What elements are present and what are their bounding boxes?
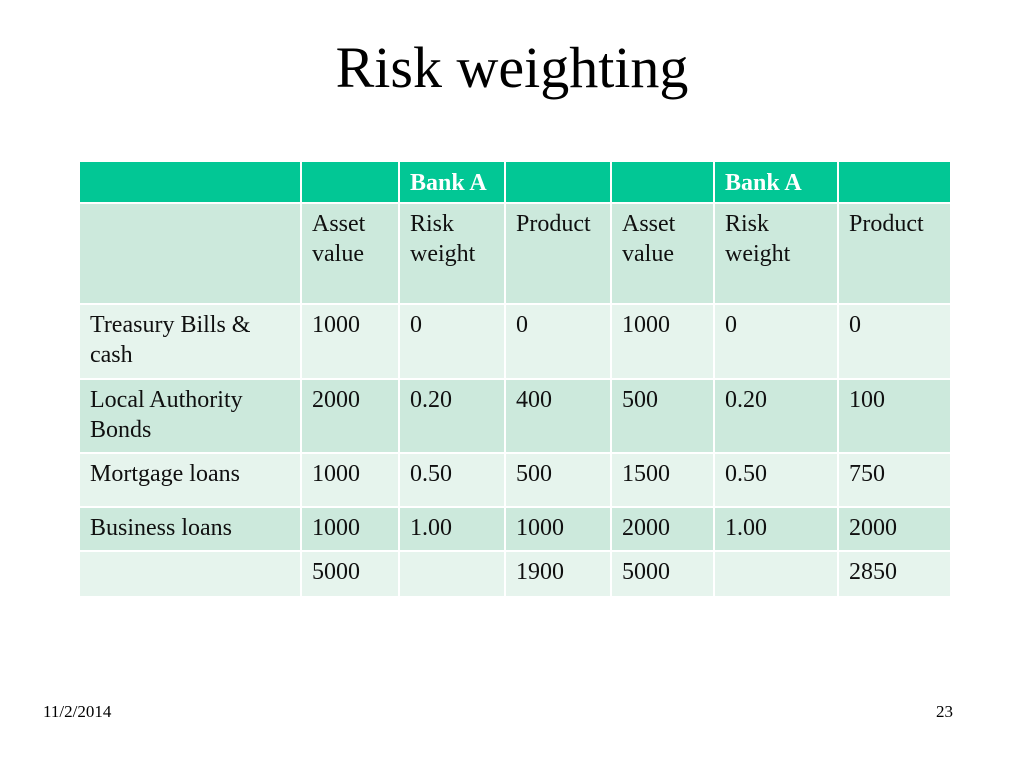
table-row: Asset value Risk weight Product Asset value… [78, 202, 952, 305]
column-header-cell [78, 202, 302, 305]
row-label-cell: Business loans [78, 506, 302, 552]
value-cell: 1000 [610, 303, 715, 380]
bank-header-cell [610, 160, 715, 204]
footer-date: 11/2/2014 [43, 702, 112, 721]
value-cell: 1000 [300, 506, 400, 552]
column-header-cell: Product [837, 202, 952, 305]
column-header-cell: Risk weight [398, 202, 506, 305]
value-cell: 0 [837, 303, 952, 380]
value-cell: 1000 [300, 452, 400, 508]
footer-page-number: 23 [936, 702, 953, 721]
value-cell: 5000 [300, 550, 400, 598]
column-header-cell: Product [504, 202, 612, 305]
value-cell: 750 [837, 452, 952, 508]
value-cell: 500 [610, 378, 715, 454]
risk-weighting-table: Bank A Bank A Asset value Risk weight Produc… [78, 160, 952, 598]
table-row: Bank A Bank A [78, 160, 952, 204]
value-cell: 1900 [504, 550, 612, 598]
value-cell: 0.20 [398, 378, 506, 454]
row-label-cell: Local Authority Bonds [78, 378, 302, 454]
value-cell [398, 550, 506, 598]
table-row: Business loans 1000 1.00 1000 2000 1.00 2000 [78, 506, 952, 552]
value-cell: 0.50 [713, 452, 839, 508]
bank-header-cell: Bank A [713, 160, 839, 204]
value-cell: 2000 [610, 506, 715, 552]
row-label-cell: Treasury Bills & cash [78, 303, 302, 380]
row-label-cell: Mortgage loans [78, 452, 302, 508]
risk-table-body: Bank A Bank A Asset value Risk weight Produc… [78, 160, 952, 598]
value-cell: 0 [398, 303, 506, 380]
value-cell: 1.00 [713, 506, 839, 552]
slide-title: Risk weighting [335, 35, 689, 100]
value-cell: 1.00 [398, 506, 506, 552]
bank-header-cell: Bank A [398, 160, 506, 204]
value-cell: 0.20 [713, 378, 839, 454]
column-header-cell: Asset value [610, 202, 715, 305]
value-cell: 500 [504, 452, 612, 508]
column-header-cell: Asset value [300, 202, 400, 305]
column-header-cell: Risk weight [713, 202, 839, 305]
table-row: Treasury Bills & cash 1000 0 0 1000 0 0 [78, 303, 952, 380]
bank-header-cell [300, 160, 400, 204]
value-cell: 100 [837, 378, 952, 454]
bank-header-cell [78, 160, 302, 204]
row-label-cell [78, 550, 302, 598]
table-row: Local Authority Bonds 2000 0.20 400 500 0.20 1… [78, 378, 952, 454]
value-cell: 1500 [610, 452, 715, 508]
value-cell [713, 550, 839, 598]
bank-header-cell [504, 160, 612, 204]
value-cell: 2000 [300, 378, 400, 454]
bank-header-cell [837, 160, 952, 204]
table-row: Mortgage loans 1000 0.50 500 1500 0.50 750 [78, 452, 952, 508]
value-cell: 1000 [300, 303, 400, 380]
value-cell: 2000 [837, 506, 952, 552]
value-cell: 0 [713, 303, 839, 380]
table-row: 5000 1900 5000 2850 [78, 550, 952, 598]
value-cell: 0 [504, 303, 612, 380]
value-cell: 2850 [837, 550, 952, 598]
value-cell: 0.50 [398, 452, 506, 508]
value-cell: 1000 [504, 506, 612, 552]
value-cell: 5000 [610, 550, 715, 598]
value-cell: 400 [504, 378, 612, 454]
